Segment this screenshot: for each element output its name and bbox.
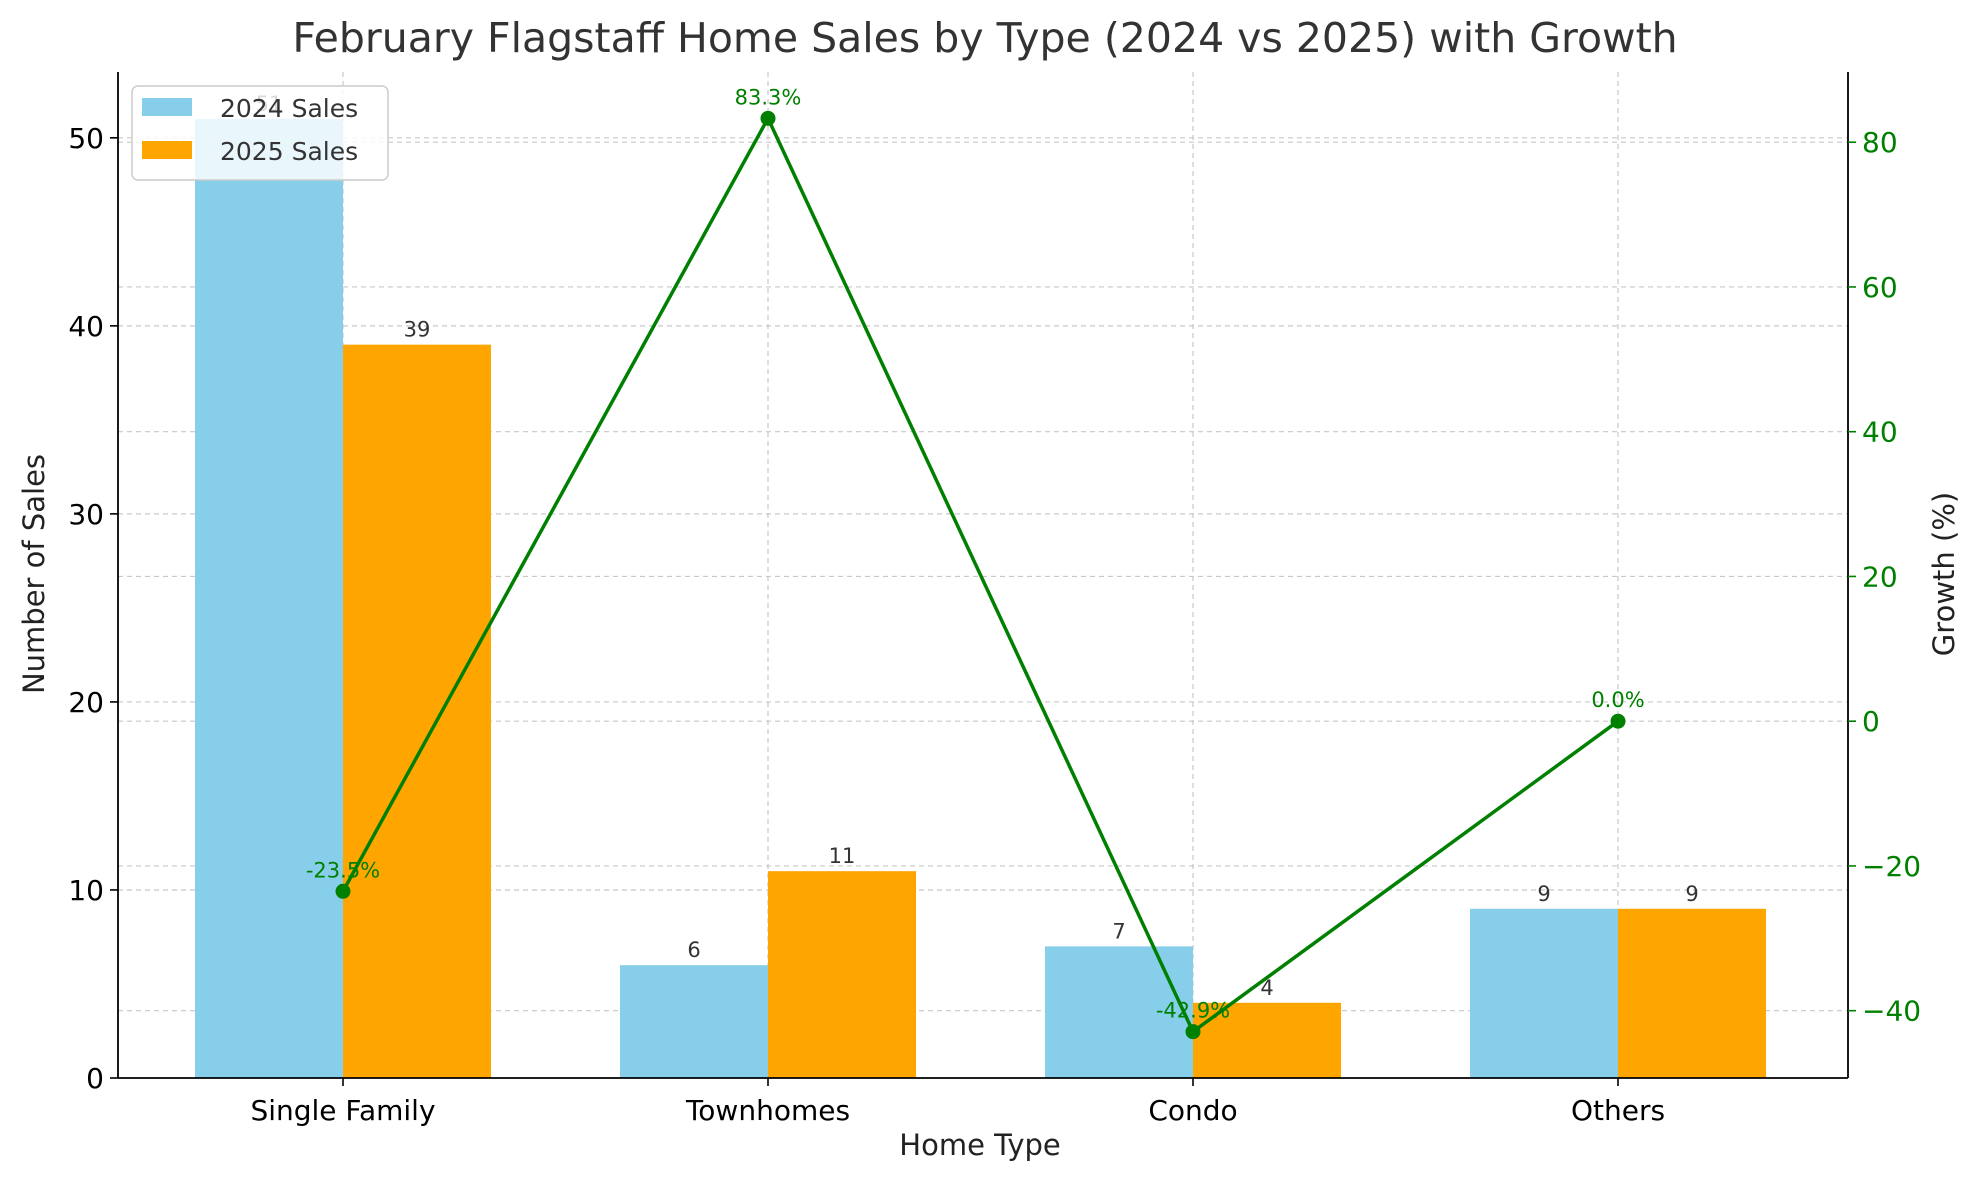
bar-2024-sales-0 xyxy=(195,119,343,1079)
growth-value-label-3: 0.0% xyxy=(1591,688,1644,712)
y-right-tick-label-0: 0 xyxy=(1862,705,1880,738)
y-tick-label-40: 40 xyxy=(68,310,104,343)
y-tick-label-50: 50 xyxy=(68,122,104,155)
bar-value-label-1-3: 9 xyxy=(1685,882,1698,906)
bar-2025-sales-3 xyxy=(1618,908,1766,1078)
bar-2025-sales-1 xyxy=(768,871,916,1078)
growth-point-2 xyxy=(1185,1024,1201,1040)
bars-layer xyxy=(195,119,1766,1079)
labels-layer: 51679391149-23.5%83.3%-42.9%0.0% xyxy=(256,85,1699,1022)
bar-2024-sales-1 xyxy=(620,965,768,1078)
bar-value-label-1-2: 4 xyxy=(1260,976,1273,1000)
y-axis-right-title: Growth (%) xyxy=(1927,492,1961,656)
line-layer xyxy=(335,110,1626,1040)
y-tick-label-20: 20 xyxy=(68,686,104,719)
y-right-tick-label-60: 60 xyxy=(1862,271,1898,304)
bar-2024-sales-2 xyxy=(1045,946,1193,1078)
y-right-tick-label--20: −20 xyxy=(1862,850,1921,883)
x-tick-label-0: Single Family xyxy=(250,1094,435,1127)
growth-value-label-0: -23.5% xyxy=(306,858,380,882)
y-right-tick-label-20: 20 xyxy=(1862,560,1898,593)
legend-label-2024: 2024 Sales xyxy=(220,94,358,123)
legend-label-2025: 2025 Sales xyxy=(220,137,358,166)
legend-swatch-2024 xyxy=(142,98,192,116)
bar-value-label-0-2: 7 xyxy=(1112,919,1125,943)
chart-title: February Flagstaff Home Sales by Type (2… xyxy=(292,14,1677,62)
y-right-tick-label--40: −40 xyxy=(1862,995,1921,1028)
x-tick-label-2: Condo xyxy=(1148,1094,1237,1127)
y-tick-label-0: 0 xyxy=(86,1062,104,1095)
growth-line xyxy=(341,114,1620,1035)
growth-value-label-1: 83.3% xyxy=(735,85,802,109)
x-tick-label-1: Townhomes xyxy=(685,1094,850,1127)
bar-2025-sales-0 xyxy=(343,344,491,1079)
bar-value-label-1-0: 39 xyxy=(404,318,431,342)
growth-point-3 xyxy=(1610,713,1626,729)
y-tick-label-30: 30 xyxy=(68,498,104,531)
growth-point-0 xyxy=(335,883,351,899)
bar-value-label-0-3: 9 xyxy=(1537,882,1550,906)
y-right-tick-label-40: 40 xyxy=(1862,416,1898,449)
legend-box xyxy=(131,85,389,181)
y-axis-title: Number of Sales xyxy=(17,454,51,694)
y-tick-label-10: 10 xyxy=(68,874,104,907)
bar-value-label-1-1: 11 xyxy=(829,844,856,868)
bar-2024-sales-3 xyxy=(1470,908,1618,1078)
growth-point-1 xyxy=(760,110,776,126)
x-axis-title: Home Type xyxy=(899,1128,1060,1162)
y-right-tick-label-80: 80 xyxy=(1862,126,1898,159)
legend: 2024 Sales 2025 Sales xyxy=(131,85,389,181)
legend-swatch-2025 xyxy=(142,141,192,159)
x-tick-label-3: Others xyxy=(1571,1094,1665,1127)
growth-value-label-2: -42.9% xyxy=(1156,999,1230,1023)
bar-value-label-0-1: 6 xyxy=(687,938,700,962)
axes-layer: 0 10 20 30 40 50 −40 −20 0 20 40 60 80 Single Family T… xyxy=(68,72,1921,1127)
